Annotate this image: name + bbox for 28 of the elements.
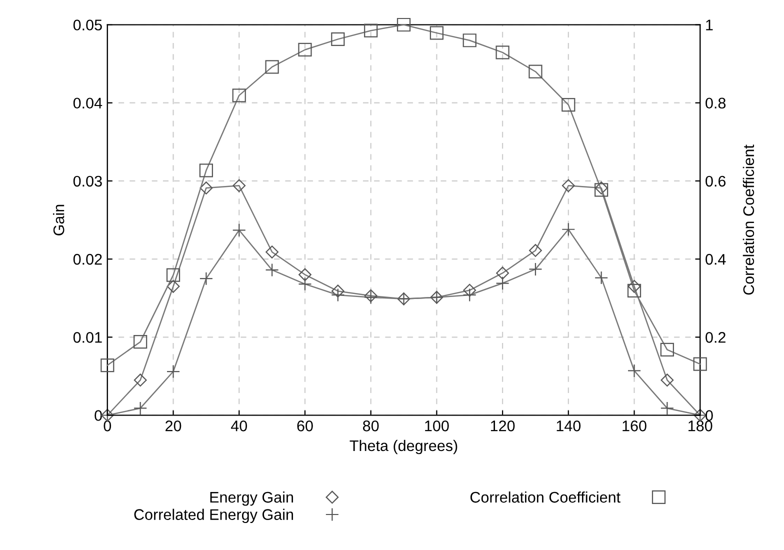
y2-tick-label: 0.8 — [706, 98, 726, 109]
y2-tick-label: 0.6 — [706, 176, 726, 187]
y2-tick-label: 1 — [706, 20, 713, 30]
y2-tick-label: 0.2 — [706, 332, 726, 343]
x-tick-label: 40 — [230, 420, 248, 432]
x-tick-label: 80 — [363, 420, 379, 432]
legend-label: Energy Gain — [210, 491, 293, 506]
x-axis-title: Theta (degrees) — [350, 440, 458, 454]
legend-label: Correlated Energy Gain — [134, 508, 293, 524]
x-tick-label: 100 — [425, 420, 449, 432]
x-tick-label: 60 — [297, 420, 313, 432]
x-tick-label: 0 — [104, 420, 112, 432]
x-tick-label: 20 — [166, 420, 182, 432]
y-tick-label: 0 — [94, 410, 102, 421]
x-tick-label: 160 — [622, 420, 646, 432]
y2-tick-label: 0.4 — [706, 254, 726, 265]
y-tick-label: 0.01 — [73, 332, 102, 343]
y-tick-label: 0.03 — [73, 176, 102, 187]
x-tick-label: 120 — [490, 420, 515, 432]
y2-tick-label: 0 — [706, 410, 713, 421]
y-tick-label: 0.05 — [73, 20, 102, 30]
y-axis-title: Gain — [53, 204, 64, 236]
x-tick-label: 140 — [556, 420, 581, 432]
y2-axis-title: Correlation Coefficient — [742, 144, 754, 295]
x-tick-label: 180 — [688, 420, 712, 432]
y-tick-label: 0.02 — [73, 254, 102, 265]
y-tick-label: 0.04 — [73, 98, 102, 109]
legend-label: Correlation Coefficient — [470, 491, 620, 503]
